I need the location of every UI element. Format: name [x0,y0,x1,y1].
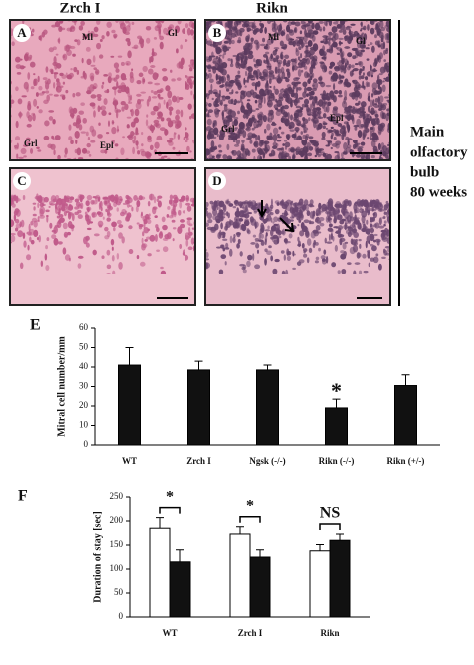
panel-letter: E [30,317,41,334]
panel-letter: D [212,173,221,188]
y-tick-label: 10 [79,420,89,430]
side-label: olfactory [410,144,468,160]
annotation: * [166,488,174,505]
region-label: Grl [24,138,38,148]
y-axis-label: Duration of stay [sec] [92,511,103,602]
error-bar [263,364,272,370]
error-bar [176,549,184,562]
error-bar [194,360,203,370]
bar [149,527,171,618]
region-label: Gl [356,36,366,46]
bracket [159,506,181,514]
bar [325,407,348,446]
bar [229,533,251,618]
x-tick-label: Rikn [320,628,339,638]
y-tick-label: 60 [79,322,89,332]
error-bar [256,549,264,557]
panel-letter: B [213,25,222,40]
y-tick-label: 200 [110,515,124,525]
y-tick-label: 150 [110,539,124,549]
bar [187,369,210,446]
micrograph [204,19,391,161]
panel-badge [13,172,31,190]
arrow [279,217,295,233]
region-label: Ml [82,32,93,42]
side-label: 80 weeks [410,184,467,200]
error-bar [336,533,344,541]
y-tick-label: 50 [79,342,89,352]
annotation: * [331,378,342,403]
region-label: Epl [330,113,344,123]
micrograph [9,167,196,306]
x-tick-label: WT [162,628,177,638]
error-bar [332,398,341,408]
arrow [257,200,267,219]
panel-letter: C [17,173,26,188]
panel-badge [13,24,31,42]
region-label: Gl [168,28,178,38]
bar [394,385,417,446]
bar [309,550,331,618]
annotation: * [246,497,254,514]
bar [329,539,351,618]
bar [118,364,141,446]
y-tick-label: 20 [79,400,89,410]
y-tick-label: 30 [79,381,89,391]
bar [256,369,279,446]
region-label: Epl [100,140,114,150]
bar [169,561,191,618]
error-bar [156,517,164,529]
error-bar [401,374,410,386]
annotation: NS [320,505,341,522]
column-header: Zrch I [60,0,101,16]
region-label: Ml [268,32,279,42]
bracket [319,523,341,530]
side-label: bulb [410,164,439,180]
error-bar [236,526,244,534]
panel-badge [208,24,226,42]
error-bar [316,544,324,551]
side-label: Main [410,124,445,140]
y-axis-label: Mitral cell number/mm [56,336,67,437]
y-tick-label: 50 [114,587,124,597]
y-tick-label: 100 [110,563,124,573]
panel-letter: A [17,25,27,40]
panel-badge [208,172,226,190]
x-tick-label: Rikn (+/-) [387,456,425,466]
error-bar [125,347,134,366]
y-tick-label: 250 [110,491,124,501]
bracket [239,516,261,523]
column-header: Rikn [256,0,288,16]
panel-letter: F [18,488,28,505]
y-tick-label: 0 [84,439,89,449]
y-tick-label: 0 [119,611,124,621]
x-tick-label: Zrch I [186,456,211,466]
x-tick-label: WT [122,456,137,466]
x-tick-label: Rikn (-/-) [319,456,355,466]
x-tick-label: Ngsk (-/-) [249,456,285,466]
bar [249,556,271,618]
x-tick-label: Zrch I [238,628,263,638]
region-label: Grl [221,124,235,134]
y-tick-label: 40 [79,361,89,371]
micrograph [204,167,391,306]
micrograph [9,19,196,161]
